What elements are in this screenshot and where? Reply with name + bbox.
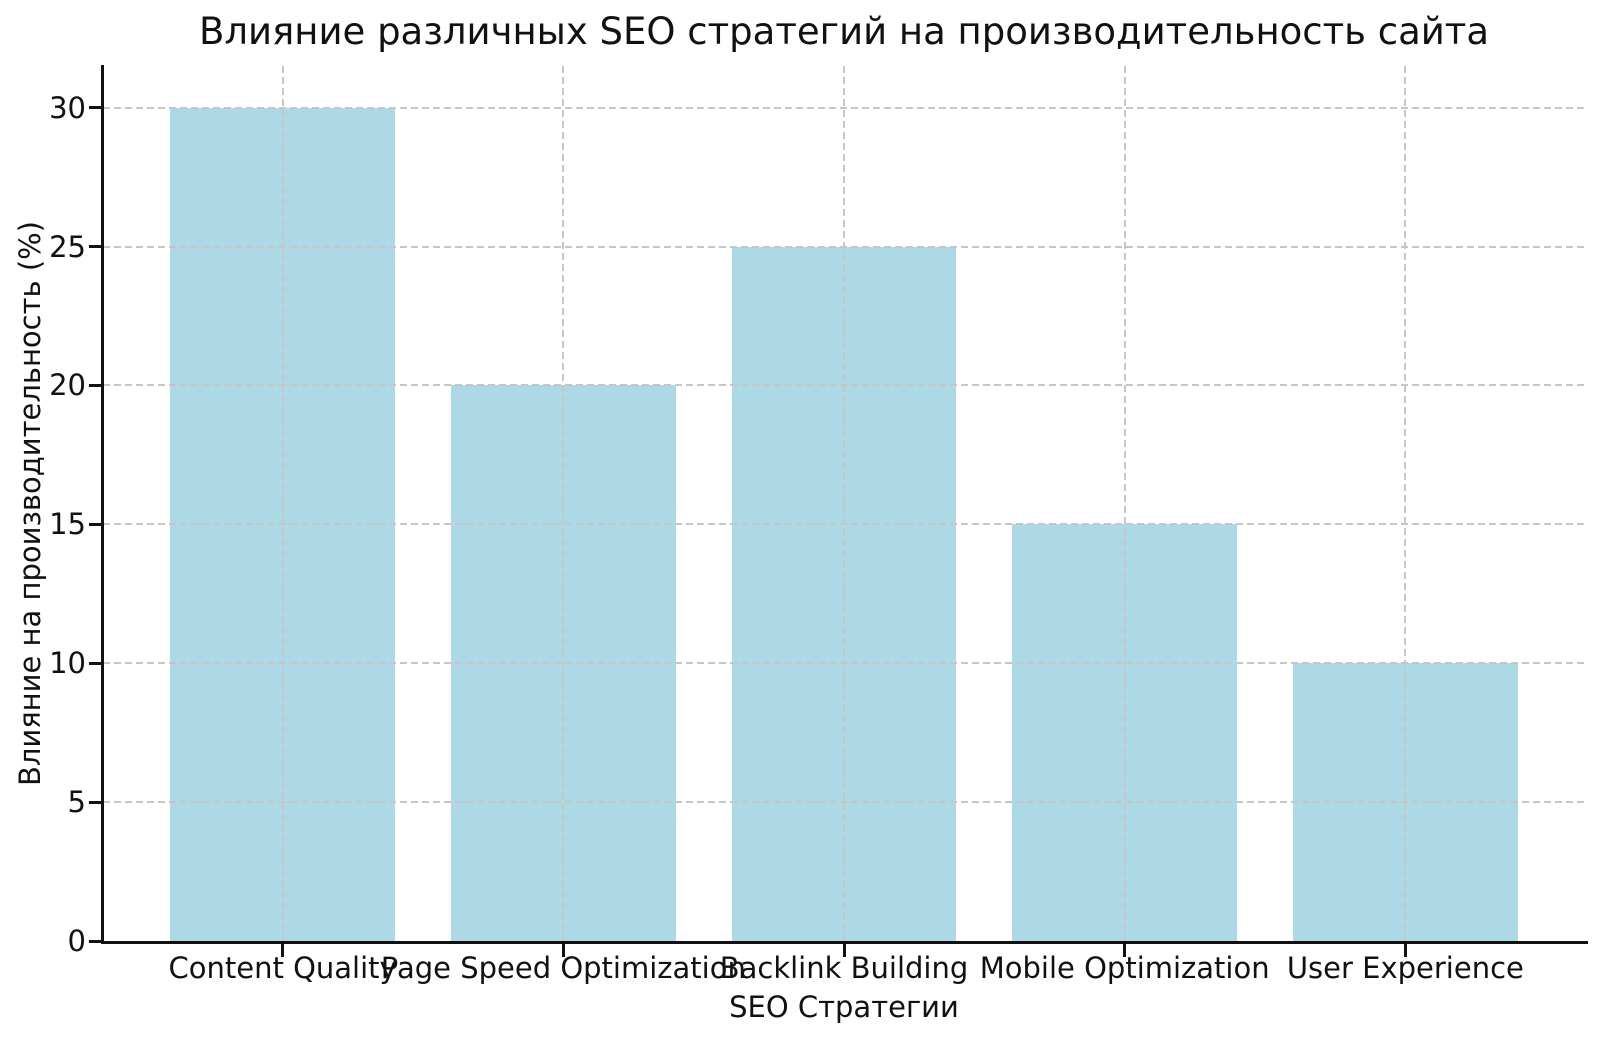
y-tick-label: 0 [67, 924, 86, 958]
y-axis-spine [101, 65, 104, 944]
gridline-horizontal [103, 662, 1585, 665]
y-tick-label: 15 [49, 507, 86, 542]
gridline-horizontal [103, 384, 1585, 387]
y-tick-label: 20 [49, 368, 86, 403]
x-tick-mark [842, 944, 846, 957]
y-tick-label: 5 [67, 785, 86, 820]
gridline-vertical [1404, 66, 1407, 941]
y-tick-mark [89, 800, 102, 804]
gridline-horizontal [103, 245, 1585, 248]
y-tick-label: 30 [49, 90, 86, 125]
y-tick-mark [89, 245, 102, 249]
gridline-vertical [843, 66, 845, 941]
gridline-horizontal [103, 106, 1585, 109]
y-tick-label: 10 [49, 646, 86, 681]
y-tick-mark [89, 939, 102, 943]
grid-layer [103, 66, 1585, 941]
x-axis-spine [101, 941, 1588, 944]
gridline-vertical [1123, 66, 1126, 941]
x-tick-mark [281, 944, 285, 957]
plot-area [103, 66, 1585, 941]
y-tick-mark [89, 522, 102, 526]
y-tick-mark [89, 661, 102, 665]
y-tick-label: 25 [49, 229, 86, 264]
y-tick-mark [89, 383, 102, 387]
gridline-horizontal [103, 801, 1585, 804]
chart-title: Влияние различных SEO стратегий на произ… [198, 10, 1490, 53]
gridline-vertical [281, 66, 284, 941]
gridline-horizontal [103, 523, 1585, 526]
x-axis-label: SEO Стратегии [729, 990, 959, 1024]
y-axis-label: Влияние на производительность (%) [13, 220, 47, 787]
y-tick-mark [89, 106, 102, 110]
x-tick-mark [1123, 944, 1127, 957]
x-tick-mark [561, 944, 565, 957]
x-tick-mark [1403, 944, 1407, 957]
gridline-vertical [562, 66, 565, 941]
